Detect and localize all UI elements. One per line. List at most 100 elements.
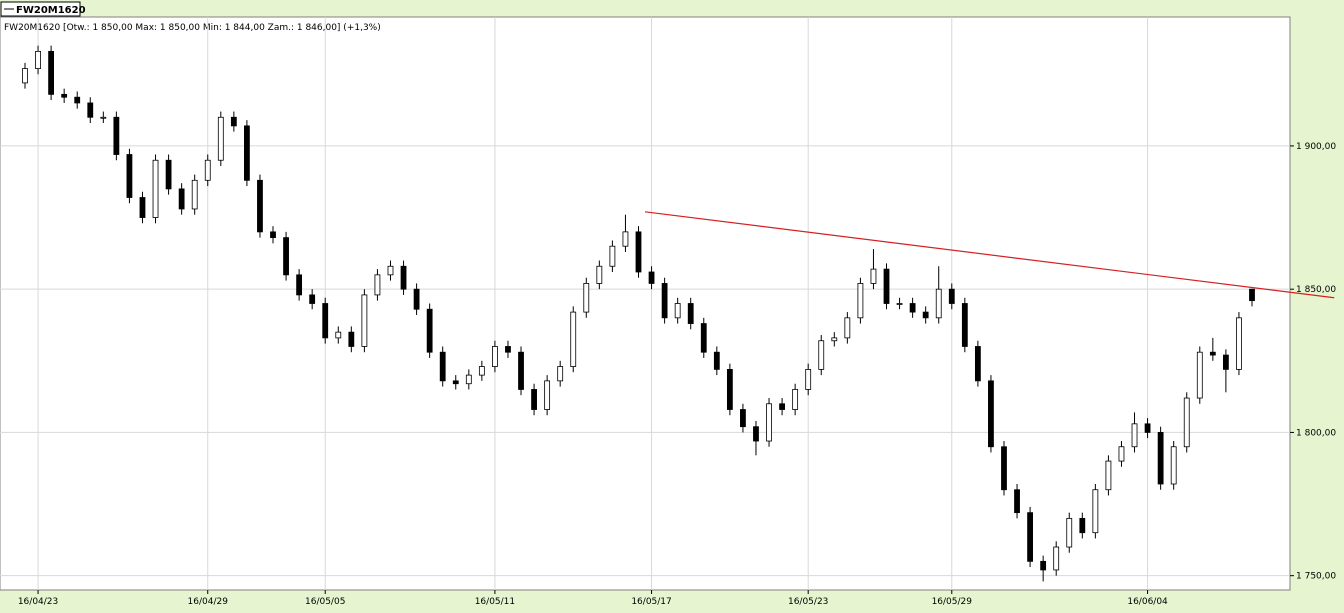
plot-area (0, 16, 1291, 591)
candle-body (452, 380, 459, 385)
x-tick-label: 16/05/05 (305, 597, 345, 607)
candle-body (1209, 351, 1216, 356)
candle-body (74, 96, 81, 104)
candle-body (844, 317, 851, 339)
candle-body (492, 346, 498, 367)
candle-body (622, 231, 629, 247)
x-tick-label: 16/05/23 (788, 597, 828, 607)
candle-body (1092, 489, 1099, 534)
candle-body (1066, 517, 1073, 548)
candle-body (1105, 460, 1112, 491)
x-tick-label: 16/04/29 (188, 597, 229, 607)
candle-body (1157, 432, 1164, 485)
candle-body (204, 159, 211, 181)
candle-body (296, 274, 303, 296)
candle-body (557, 366, 564, 382)
candle-body (648, 271, 655, 284)
candle-body (1249, 288, 1255, 302)
candle-body (48, 50, 55, 95)
candle-body (400, 265, 407, 290)
candle-body (439, 351, 446, 382)
candle-body (100, 116, 107, 119)
candle-body (374, 274, 381, 296)
candle-body (1027, 512, 1033, 562)
candle-body (309, 294, 316, 304)
candle-body (335, 331, 342, 339)
candle-body (113, 116, 120, 155)
candle-body (35, 50, 41, 69)
candle-body (935, 288, 942, 319)
candle-body (609, 245, 616, 267)
candle-body (818, 340, 825, 370)
candle-body (635, 231, 642, 273)
candle-body (753, 426, 759, 442)
candle-body (883, 268, 890, 304)
x-tick-label: 16/05/11 (475, 597, 515, 607)
candle-body (583, 283, 590, 313)
candle-body (87, 102, 94, 118)
candle-body (178, 188, 185, 210)
candle-body (1183, 397, 1190, 448)
candle-body (674, 303, 681, 319)
candle-body (831, 337, 838, 342)
candle-body (896, 303, 903, 305)
candle-body (974, 346, 981, 382)
candle-body (1014, 489, 1020, 514)
candle-body (1079, 517, 1086, 534)
candle-body (426, 308, 433, 353)
candle-body (361, 294, 368, 347)
candle-body (1040, 560, 1047, 571)
candle-body (766, 403, 772, 442)
candle-body (505, 346, 511, 353)
candle-body (948, 288, 955, 304)
candle-body (661, 283, 668, 319)
y-tick-label: 1 850,00 (1296, 285, 1336, 295)
x-tick-label: 16/05/17 (631, 597, 671, 607)
candle-body (270, 231, 276, 239)
candle-body (870, 268, 877, 284)
candle-body (257, 179, 263, 233)
candle-body (478, 366, 485, 376)
candle-body (126, 154, 133, 198)
candle-body (465, 374, 472, 385)
candle-body (217, 116, 224, 161)
candle-body (961, 303, 968, 347)
candle-body (909, 303, 916, 313)
candle-body (518, 351, 524, 390)
candle-body (61, 93, 68, 98)
candle-body (779, 403, 785, 410)
candle-body (726, 368, 733, 410)
chart-title[interactable]: FW20M1620 (16, 5, 86, 16)
candle-body (348, 331, 355, 347)
x-tick-label: 16/04/23 (18, 597, 58, 607)
candle-body (857, 283, 864, 319)
candle-body (1131, 423, 1138, 448)
candle-body (1144, 423, 1151, 433)
candle-body (230, 116, 237, 127)
candle-body (191, 179, 198, 210)
candle-body (1222, 354, 1229, 370)
candle-body (988, 380, 994, 448)
y-tick-label: 1 800,00 (1296, 428, 1336, 438)
candle-body (700, 323, 707, 353)
candle-body (244, 125, 250, 181)
candle-body (387, 265, 394, 276)
candle-body (1053, 546, 1060, 571)
candle-body (531, 389, 537, 410)
candle-body (792, 389, 799, 410)
candle-body (1236, 317, 1242, 370)
candle-body (805, 368, 812, 390)
y-tick-label: 1 750,00 (1296, 572, 1336, 582)
candle-body (740, 409, 746, 428)
trendline (644, 211, 1335, 299)
title-box[interactable] (0, 1, 81, 17)
candle-body (165, 159, 172, 190)
candle-body (570, 311, 577, 367)
candle-body (1118, 446, 1125, 462)
candle-body (283, 237, 289, 276)
candle-body (1170, 446, 1177, 485)
candle-body (322, 303, 329, 339)
candle-body (152, 159, 159, 218)
